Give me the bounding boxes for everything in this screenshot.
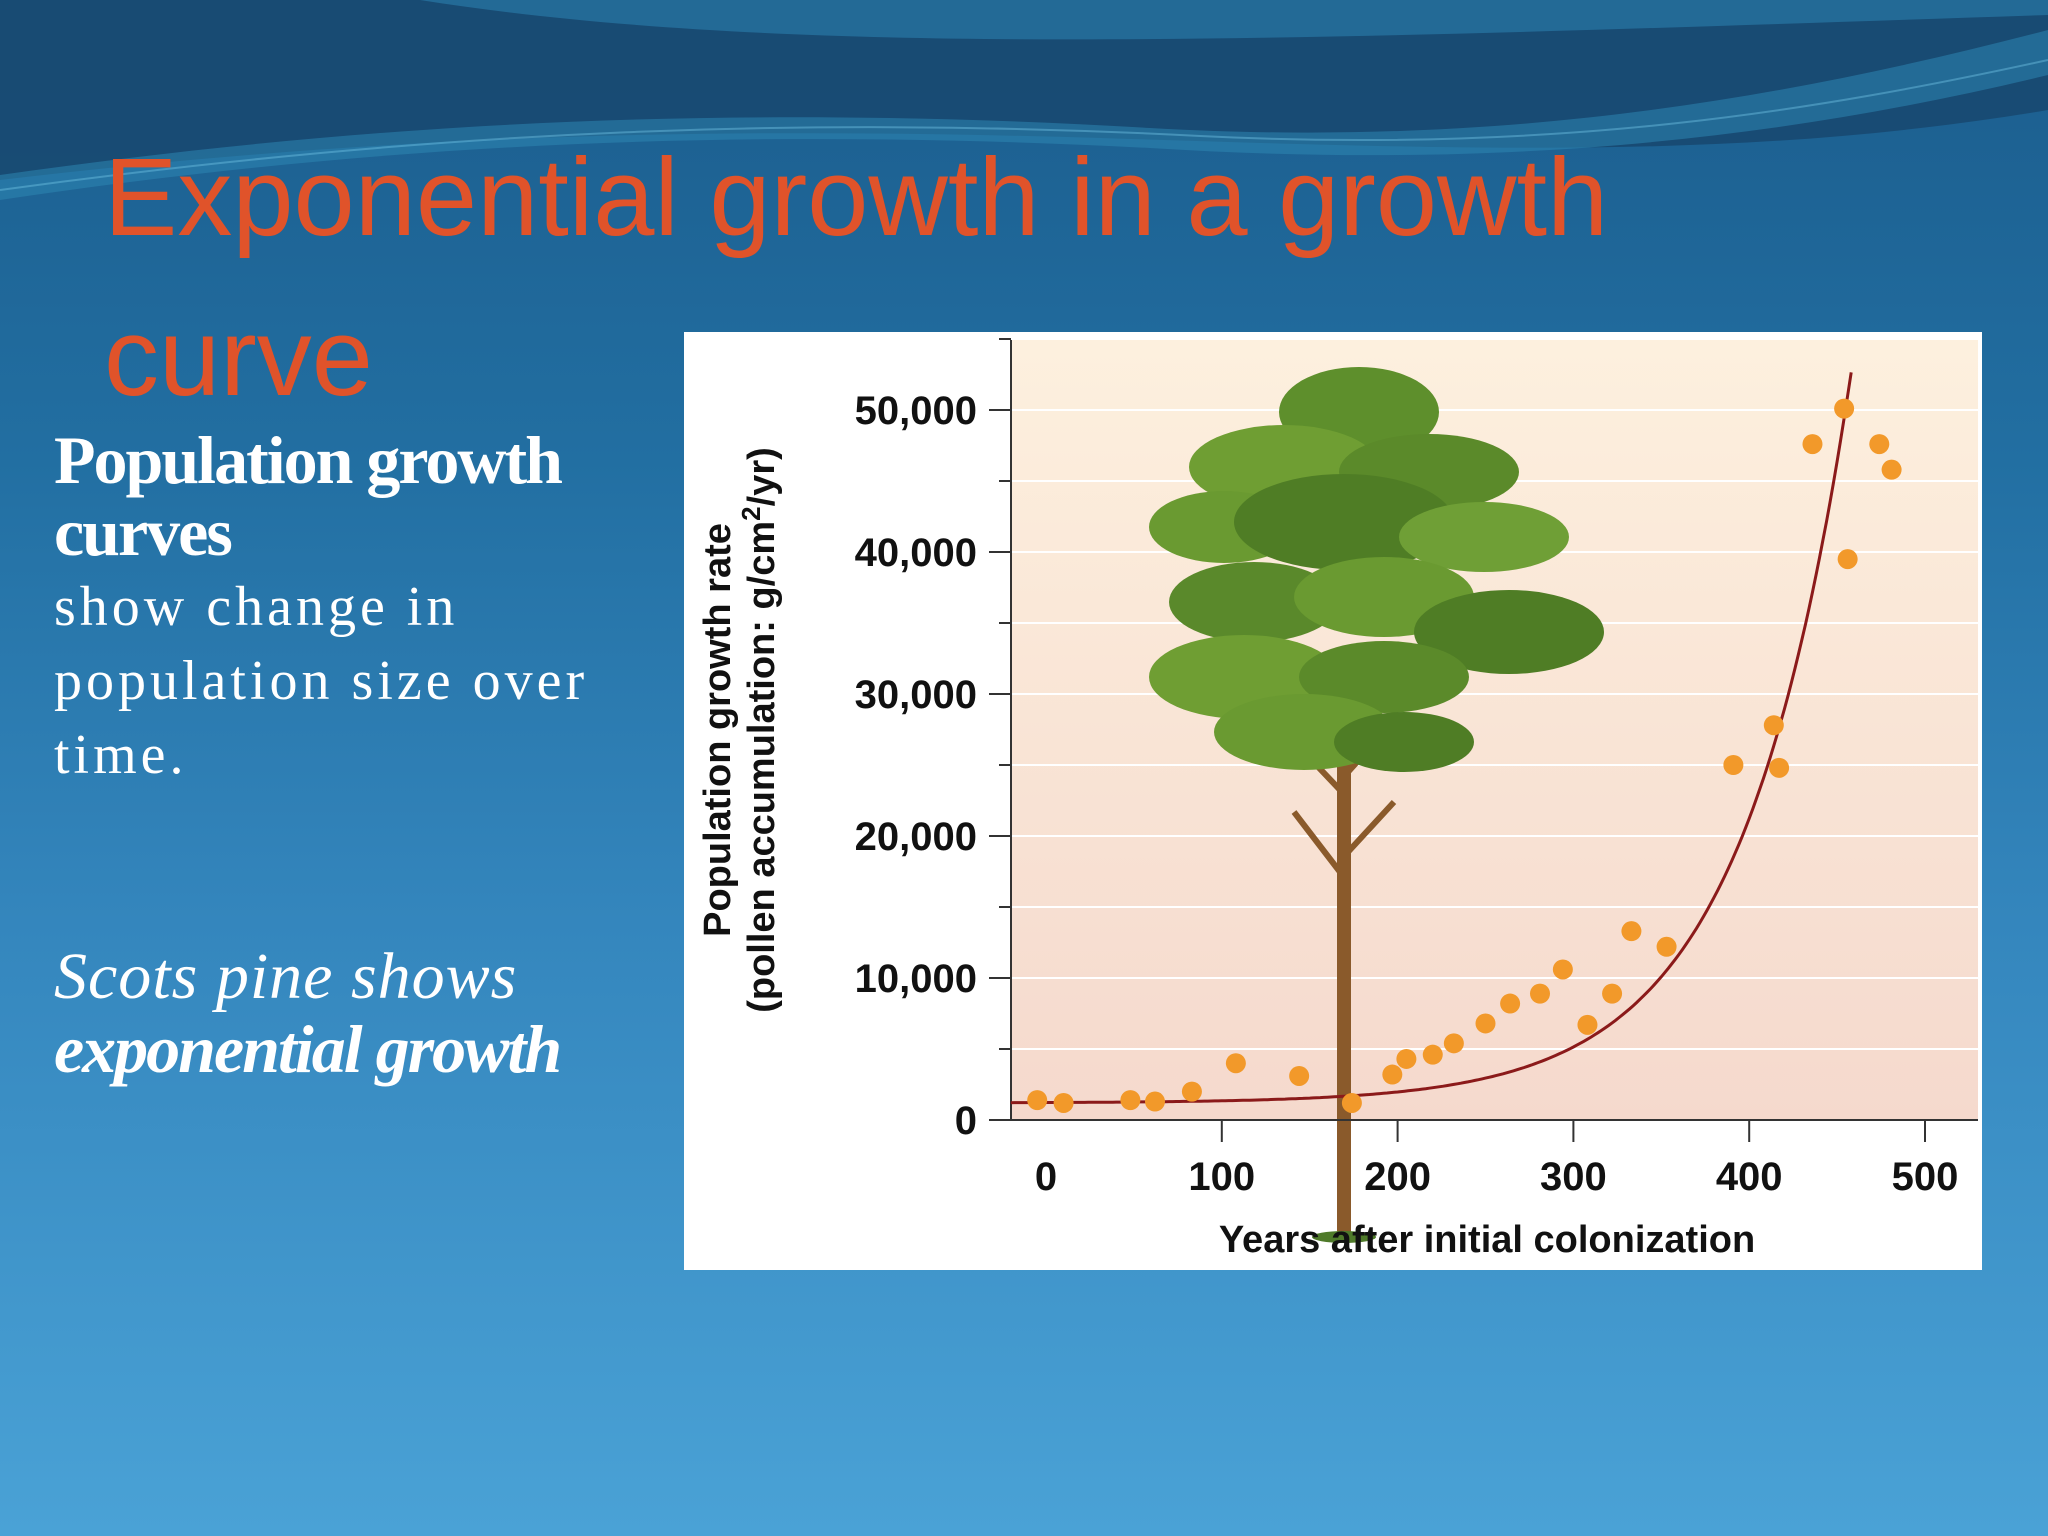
y-axis-label: Population growth rate (pollen accumulat… bbox=[697, 447, 783, 1013]
y-tick-label: 50,000 bbox=[855, 389, 977, 433]
data-point bbox=[1723, 755, 1744, 775]
y-axis-label-line2: (pollen accumulation: g/cm2/yr) bbox=[736, 447, 783, 1013]
data-point bbox=[1475, 1013, 1496, 1034]
data-point bbox=[1144, 1091, 1165, 1112]
x-tick-label: 300 bbox=[1540, 1155, 1607, 1199]
x-tick-label: 0 bbox=[1035, 1155, 1057, 1199]
data-point bbox=[1341, 1092, 1362, 1113]
data-point bbox=[1382, 1064, 1403, 1085]
data-point bbox=[1053, 1092, 1074, 1113]
data-point bbox=[1396, 1048, 1417, 1069]
data-point bbox=[1869, 434, 1890, 455]
data-point bbox=[1181, 1081, 1202, 1102]
y-tick-label: 40,000 bbox=[855, 531, 977, 575]
chart-panel: 0 10,000 20,000 30,000 40,000 50,000 0 100 200 3… bbox=[684, 332, 1982, 1270]
data-point bbox=[1837, 549, 1858, 570]
data-point bbox=[1621, 921, 1642, 942]
data-point bbox=[1120, 1090, 1141, 1111]
data-point bbox=[1834, 398, 1855, 419]
data-point bbox=[1552, 959, 1573, 980]
x-tick-label: 100 bbox=[1188, 1155, 1255, 1199]
data-point bbox=[1500, 993, 1521, 1014]
y-axis-label-line2-prefix: (pollen accumulation: g/cm bbox=[741, 521, 783, 1013]
data-point bbox=[1881, 459, 1902, 480]
data-point bbox=[1027, 1090, 1048, 1111]
x-tick-label: 500 bbox=[1892, 1155, 1959, 1199]
x-axis-label: Years after initial colonization bbox=[1219, 1219, 1755, 1261]
y-axis-label-line1: Population growth rate bbox=[697, 523, 739, 937]
data-points bbox=[1027, 398, 1902, 1113]
data-point bbox=[1763, 715, 1784, 736]
exponential-growth-emphasis: exponential growth bbox=[54, 1011, 562, 1087]
data-point bbox=[1769, 757, 1790, 778]
y-tick-label: 0 bbox=[955, 1099, 977, 1143]
y-axis-ticks: 0 10,000 20,000 30,000 40,000 50,000 bbox=[855, 338, 1011, 1143]
y-tick-label: 20,000 bbox=[855, 815, 977, 859]
y-axis-label-superscript: 2 bbox=[736, 506, 766, 520]
data-point bbox=[1289, 1065, 1310, 1086]
scots-pine-tree-illustration bbox=[1149, 367, 1604, 1243]
data-point bbox=[1225, 1053, 1246, 1074]
growth-curves-description: show change in population size over time… bbox=[54, 576, 589, 786]
y-axis-label-line2-suffix: /yr) bbox=[741, 447, 783, 506]
scatter-chart: 0 10,000 20,000 30,000 40,000 50,000 0 100 200 3… bbox=[697, 338, 1978, 1261]
data-point bbox=[1422, 1044, 1443, 1065]
data-point bbox=[1529, 983, 1550, 1004]
y-tick-label: 30,000 bbox=[855, 673, 977, 717]
growth-curves-heading: Population growth curves bbox=[54, 422, 563, 570]
data-point bbox=[1577, 1014, 1598, 1035]
slide-title: Exponential growth in a growth curve bbox=[104, 136, 1609, 419]
left-text-block: Population growth curves show change in … bbox=[54, 424, 614, 1086]
y-tick-label: 10,000 bbox=[855, 957, 977, 1001]
data-point bbox=[1802, 434, 1823, 455]
data-point bbox=[1656, 936, 1677, 957]
data-point bbox=[1443, 1033, 1464, 1054]
data-point bbox=[1602, 983, 1623, 1004]
x-tick-label: 400 bbox=[1716, 1155, 1783, 1199]
scots-pine-lead: Scots pine shows bbox=[54, 940, 518, 1013]
decorative-wave-band bbox=[0, 0, 2048, 200]
x-axis-ticks: 0 100 200 300 400 500 bbox=[1035, 1120, 1959, 1199]
axes bbox=[990, 340, 1978, 1121]
x-tick-label: 200 bbox=[1364, 1155, 1431, 1199]
